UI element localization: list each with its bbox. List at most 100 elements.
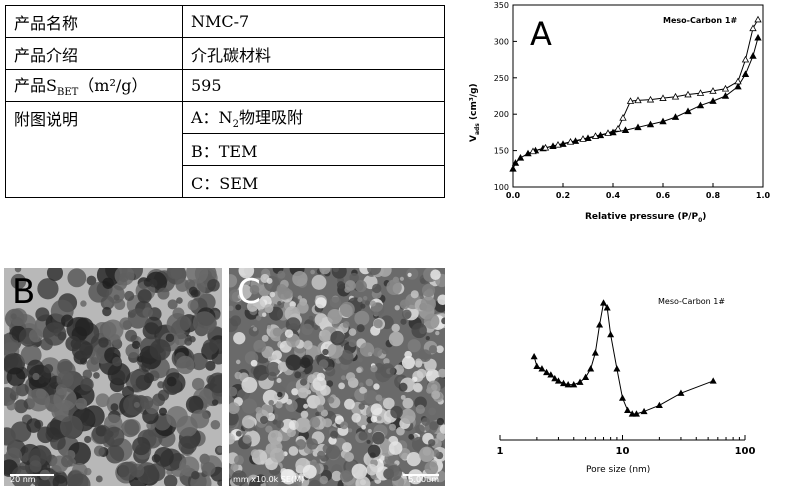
sem-grain xyxy=(233,455,244,466)
sem-grain xyxy=(229,433,236,445)
tem-particle xyxy=(149,278,158,288)
tem-particle xyxy=(142,307,153,318)
sem-grain xyxy=(255,474,266,485)
desorption-point xyxy=(614,124,622,132)
sem-grain xyxy=(390,405,403,419)
pore-point xyxy=(624,406,632,413)
tem-particle xyxy=(158,407,168,416)
tem-particle xyxy=(131,340,141,350)
row-key-figures: 附图说明 xyxy=(5,101,183,198)
sem-grain xyxy=(277,391,283,398)
sem-grain xyxy=(381,347,389,355)
sem-grain xyxy=(294,371,302,379)
sem-grain xyxy=(430,269,441,280)
tem-particle xyxy=(153,446,174,467)
sem-grain xyxy=(326,380,334,388)
tem-particle xyxy=(106,285,125,304)
sem-grain xyxy=(315,297,327,309)
sem-grain xyxy=(296,301,309,314)
tem-particle xyxy=(10,313,17,320)
sem-grain xyxy=(355,476,371,486)
tem-particle xyxy=(144,316,163,335)
sem-grain xyxy=(344,280,356,291)
sem-grain xyxy=(428,407,437,416)
sem-grain xyxy=(363,388,368,393)
isotherm-xlabel: Relative pressure (P/P0) xyxy=(585,212,706,224)
table-row: 附图说明 A：N2物理吸附 xyxy=(5,101,445,198)
tem-micrograph: B 20 nm xyxy=(4,268,222,486)
tem-particle xyxy=(32,372,40,381)
adsorption-point xyxy=(754,33,762,41)
tem-particle xyxy=(28,328,43,343)
sem-grain xyxy=(276,283,287,295)
sem-grain xyxy=(253,364,270,381)
figure-a-subscript: 2 xyxy=(232,119,239,131)
sem-scale-bar xyxy=(403,474,439,476)
sem-grain xyxy=(421,283,436,297)
pore-point xyxy=(632,410,640,417)
isotherm-ylabel: Vads (cm³/g) xyxy=(469,83,481,142)
pore-point xyxy=(538,365,546,372)
sem-grain xyxy=(356,324,365,333)
sem-grain xyxy=(309,479,321,486)
isotherm-axes: 0.0 0.2 0.4 0.6 0.8 1.0 100 150 200 250 300 350 xyxy=(494,1,771,200)
sem-grain xyxy=(229,289,242,303)
tem-particle xyxy=(151,454,161,463)
sem-grain xyxy=(358,403,365,410)
sem-grain xyxy=(418,349,432,363)
sem-grain xyxy=(400,318,407,325)
tem-particle xyxy=(112,356,122,367)
product-spec-table: 产品名称 NMC-7 产品介绍 介孔碳材料 产品SBET（m²/g） 595 附… xyxy=(5,5,445,198)
desorption-point xyxy=(721,84,730,92)
sem-grain xyxy=(284,306,301,322)
tem-particle xyxy=(67,473,91,486)
sem-grain xyxy=(367,268,382,276)
tem-particle xyxy=(14,268,22,273)
sem-grain xyxy=(235,430,242,437)
figure-desc-a: A：N2物理吸附 xyxy=(182,101,445,134)
sem-grain xyxy=(369,300,376,307)
desorption-point xyxy=(634,96,642,104)
sem-grain xyxy=(356,367,362,374)
adsorption-point xyxy=(696,101,705,109)
pore-point xyxy=(591,349,599,356)
sem-grain xyxy=(423,313,440,329)
tem-particle xyxy=(27,388,51,412)
sem-grain xyxy=(242,415,256,429)
sem-grain xyxy=(255,315,262,321)
sem-grain xyxy=(334,415,344,425)
desorption-point xyxy=(554,140,562,148)
desorption-line xyxy=(532,19,759,152)
sem-grain xyxy=(424,358,437,372)
tem-particle xyxy=(93,372,100,379)
sem-grain xyxy=(327,396,335,404)
sem-grain xyxy=(357,357,363,363)
sbet-label: 产品S xyxy=(14,76,57,96)
pore-point xyxy=(547,371,555,378)
tem-particle xyxy=(37,278,59,300)
sem-grain xyxy=(277,301,282,306)
tem-particle xyxy=(57,331,67,341)
sem-grain xyxy=(400,408,416,425)
sem-grain xyxy=(361,424,366,430)
isotherm-chart: 0.0 0.2 0.4 0.6 0.8 1.0 100 150 200 250 300 350 A M… xyxy=(469,1,771,224)
sem-grain xyxy=(415,404,426,414)
tem-particle xyxy=(176,355,195,375)
sem-grain xyxy=(237,294,243,299)
sem-grain xyxy=(441,317,445,325)
sem-grain xyxy=(437,368,445,378)
tem-particle xyxy=(95,475,103,483)
tem-particle xyxy=(84,435,92,444)
tem-particle xyxy=(95,393,110,408)
adsorption-point xyxy=(646,120,655,128)
tem-particle xyxy=(6,401,16,411)
sem-grain xyxy=(229,274,238,288)
sem-grain xyxy=(320,409,329,417)
sem-grain xyxy=(266,277,273,284)
pore-point xyxy=(570,381,578,388)
sbet-unit: （m²/g） xyxy=(78,76,148,96)
tem-particle xyxy=(176,315,191,331)
sem-grain xyxy=(341,442,352,453)
desorption-point xyxy=(709,87,717,94)
sem-grain xyxy=(336,281,345,289)
